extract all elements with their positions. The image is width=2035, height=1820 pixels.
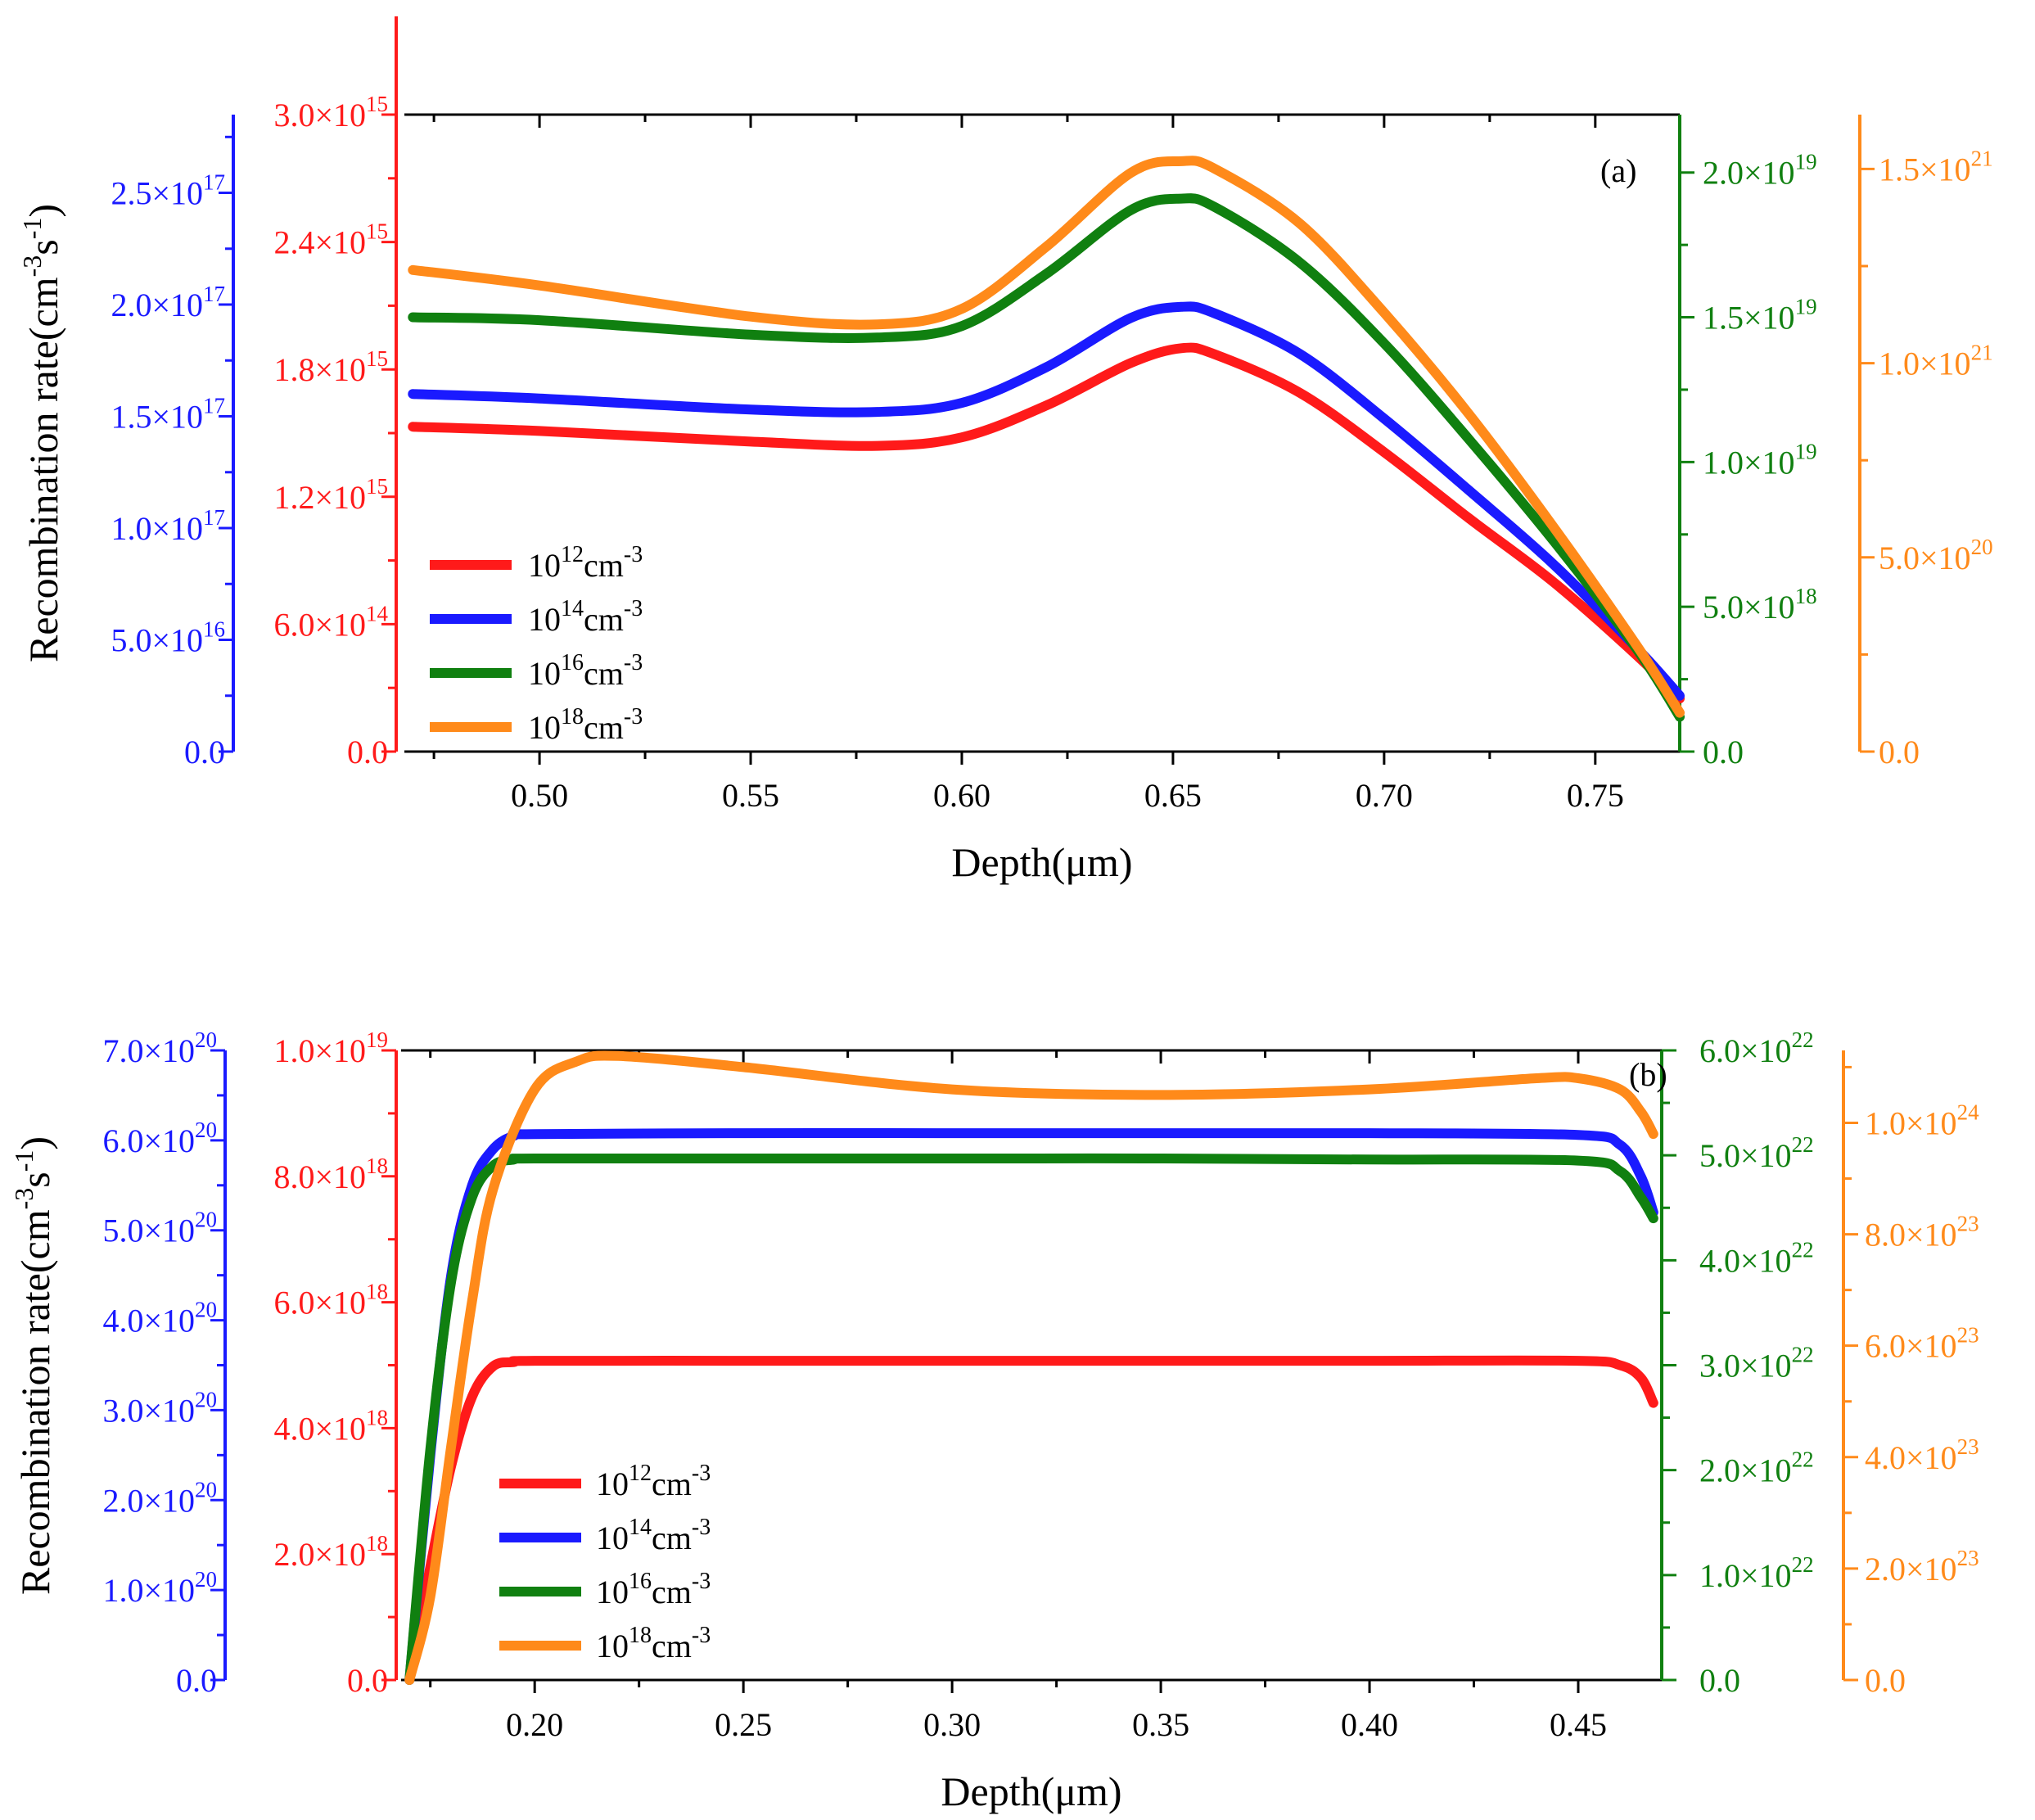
- y-axis-title: Recombination rate(cm-3s-1): [9, 1136, 58, 1595]
- orange-axis-tick-label: 1.5×1021: [1879, 146, 1993, 187]
- panel-a-chart: 0.50 0.55 0.60 0.65 0.70 0.75 Depth(μm) Recombi…: [17, 16, 1993, 885]
- green-axis-tick-label: 2.0×1019: [1703, 150, 1817, 192]
- x-tick-label: 0.70: [1356, 777, 1413, 814]
- green-axis-tick-label: 2.0×1022: [1699, 1447, 1814, 1489]
- panel-label: (a): [1600, 152, 1636, 189]
- blue-axis-tick-label: 6.0×1020: [102, 1118, 217, 1159]
- x-axis-title: Depth(μm): [951, 839, 1132, 885]
- legend-label-12: 1012cm-3: [528, 542, 643, 584]
- red-axis-tick-label: 4.0×1018: [273, 1405, 388, 1447]
- x-tick-label: 0.20: [506, 1706, 563, 1743]
- red-axis-tick-label: 1.0×1019: [273, 1027, 388, 1069]
- blue-axis-tick-label: 7.0×1020: [102, 1027, 217, 1069]
- blue-axis-tick-label: 1.0×1017: [111, 505, 225, 547]
- series-line-16: [408, 193, 1685, 722]
- blue-axis-tick-label: 4.0×1020: [102, 1298, 217, 1339]
- blue-axis-tick-label: 3.0×1020: [102, 1387, 217, 1429]
- x-tick-label: 0.75: [1567, 777, 1624, 814]
- panel-label: (b): [1629, 1056, 1667, 1093]
- legend-label-18: 1018cm-3: [596, 1623, 711, 1664]
- x-tick-label: 0.55: [722, 777, 779, 814]
- orange-axis-tick-label: 6.0×1023: [1865, 1323, 1979, 1365]
- green-axis-tick-label: 0.0: [1699, 1662, 1740, 1699]
- green-axis-tick-label: 4.0×1022: [1699, 1237, 1814, 1279]
- panel-b-chart: 0.20 0.25 0.30 0.35 0.40 0.45 Depth(μm) Recombi…: [9, 1027, 1979, 1814]
- orange-axis-tick-label: 8.0×1023: [1865, 1212, 1979, 1253]
- legend-label-18: 1018cm-3: [528, 704, 643, 746]
- x-axis-title: Depth(μm): [941, 1768, 1121, 1814]
- blue-axis-tick-label: 2.0×1020: [102, 1477, 217, 1519]
- x-tick-label: 0.25: [715, 1706, 772, 1743]
- orange-axis-tick-label: 4.0×1023: [1865, 1434, 1979, 1476]
- red-axis-tick-label: 1.8×1015: [273, 346, 388, 388]
- green-y-axis: 0.0 1.0×1022 2.0×1022 3.0×1022 4.0×1022 5.0×1…: [1660, 1027, 1814, 1699]
- x-tick-label: 0.45: [1550, 1706, 1607, 1743]
- blue-y-axis: 0.0 1.0×1020 2.0×1020 3.0×1020 4.0×1020 5.0×1…: [102, 1027, 227, 1699]
- series-line-18: [404, 1050, 1658, 1685]
- x-tick-label: 0.35: [1132, 1706, 1189, 1743]
- red-axis-tick-label: 6.0×1014: [273, 601, 388, 643]
- series-line-16: [404, 1153, 1658, 1685]
- x-tick-label: 0.50: [511, 777, 568, 814]
- blue-axis-tick-label: 5.0×1020: [102, 1208, 217, 1249]
- red-axis-tick-label: 8.0×1018: [273, 1154, 388, 1195]
- green-axis-tick-label: 6.0×1022: [1699, 1027, 1814, 1069]
- blue-axis-tick-label: 1.0×1020: [102, 1567, 217, 1609]
- blue-y-axis: 0.0 5.0×1016 1.0×1017 1.5×1017 2.0×1017 2.5×1…: [111, 115, 235, 770]
- green-axis-tick-label: 1.5×1019: [1703, 295, 1817, 336]
- red-axis-tick-label: 2.4×1015: [273, 219, 388, 261]
- legend-label-16: 1016cm-3: [528, 650, 643, 692]
- legend-label-14: 1014cm-3: [528, 596, 643, 638]
- series-line-14: [408, 301, 1685, 701]
- red-axis-tick-label: 0.0: [347, 734, 388, 770]
- orange-y-axis: 0.0 5.0×1020 1.0×1021 1.5×1021: [1858, 115, 1993, 770]
- legend-label-12: 1012cm-3: [596, 1461, 711, 1502]
- orange-axis-tick-label: 5.0×1020: [1879, 535, 1993, 576]
- legend-label-16: 1016cm-3: [596, 1569, 711, 1610]
- blue-axis-tick-label: 2.0×1017: [111, 282, 225, 323]
- red-axis-tick-label: 0.0: [347, 1662, 388, 1699]
- blue-axis-tick-label: 0.0: [184, 734, 225, 770]
- x-tick-label: 0.65: [1144, 777, 1202, 814]
- series-line-12: [408, 342, 1685, 704]
- red-axis-tick-label: 1.2×1015: [273, 474, 388, 516]
- orange-axis-tick-label: 0.0: [1865, 1662, 1906, 1699]
- orange-y-axis: 0.0 2.0×1023 4.0×1023 6.0×1023 8.0×1023 1.0×1…: [1842, 1050, 1979, 1699]
- green-y-axis: 0.0 5.0×1018 1.0×1019 1.5×1019 2.0×1019: [1678, 115, 1817, 770]
- green-axis-tick-label: 3.0×1022: [1699, 1343, 1814, 1384]
- green-axis-tick-label: 5.0×1018: [1703, 584, 1817, 625]
- series-line-12: [404, 1355, 1658, 1685]
- x-tick-label: 0.30: [923, 1706, 981, 1743]
- orange-axis-tick-label: 2.0×1023: [1865, 1546, 1979, 1587]
- x-tick-label: 0.60: [933, 777, 990, 814]
- green-axis-tick-label: 1.0×1022: [1699, 1552, 1814, 1594]
- red-axis-tick-label: 3.0×1015: [273, 92, 388, 133]
- green-axis-tick-label: 5.0×1022: [1699, 1132, 1814, 1174]
- orange-axis-tick-label: 1.0×1024: [1865, 1100, 1979, 1141]
- legend-label-14: 1014cm-3: [596, 1515, 711, 1556]
- red-axis-tick-label: 6.0×1018: [273, 1280, 388, 1321]
- green-axis-tick-label: 1.0×1019: [1703, 439, 1817, 481]
- red-axis-tick-label: 2.0×1018: [273, 1531, 388, 1573]
- orange-axis-tick-label: 0.0: [1879, 734, 1920, 770]
- red-y-axis: 0.0 2.0×1018 4.0×1018 6.0×1018 8.0×1018 1.0×1…: [273, 1027, 398, 1699]
- orange-axis-tick-label: 1.0×1021: [1879, 341, 1993, 382]
- series-line-18: [408, 156, 1685, 718]
- blue-axis-tick-label: 5.0×1016: [111, 617, 225, 659]
- red-y-axis: 0.0 6.0×1014 1.2×1015 1.8×1015 2.4×1015 3.0×1…: [273, 16, 398, 770]
- blue-axis-tick-label: 2.5×1017: [111, 170, 225, 212]
- blue-axis-tick-label: 1.5×1017: [111, 394, 225, 436]
- blue-axis-tick-label: 0.0: [176, 1662, 217, 1699]
- green-axis-tick-label: 0.0: [1703, 734, 1744, 770]
- y-axis-title: Recombination rate(cm-3s-1): [17, 204, 66, 662]
- x-tick-label: 0.40: [1341, 1706, 1398, 1743]
